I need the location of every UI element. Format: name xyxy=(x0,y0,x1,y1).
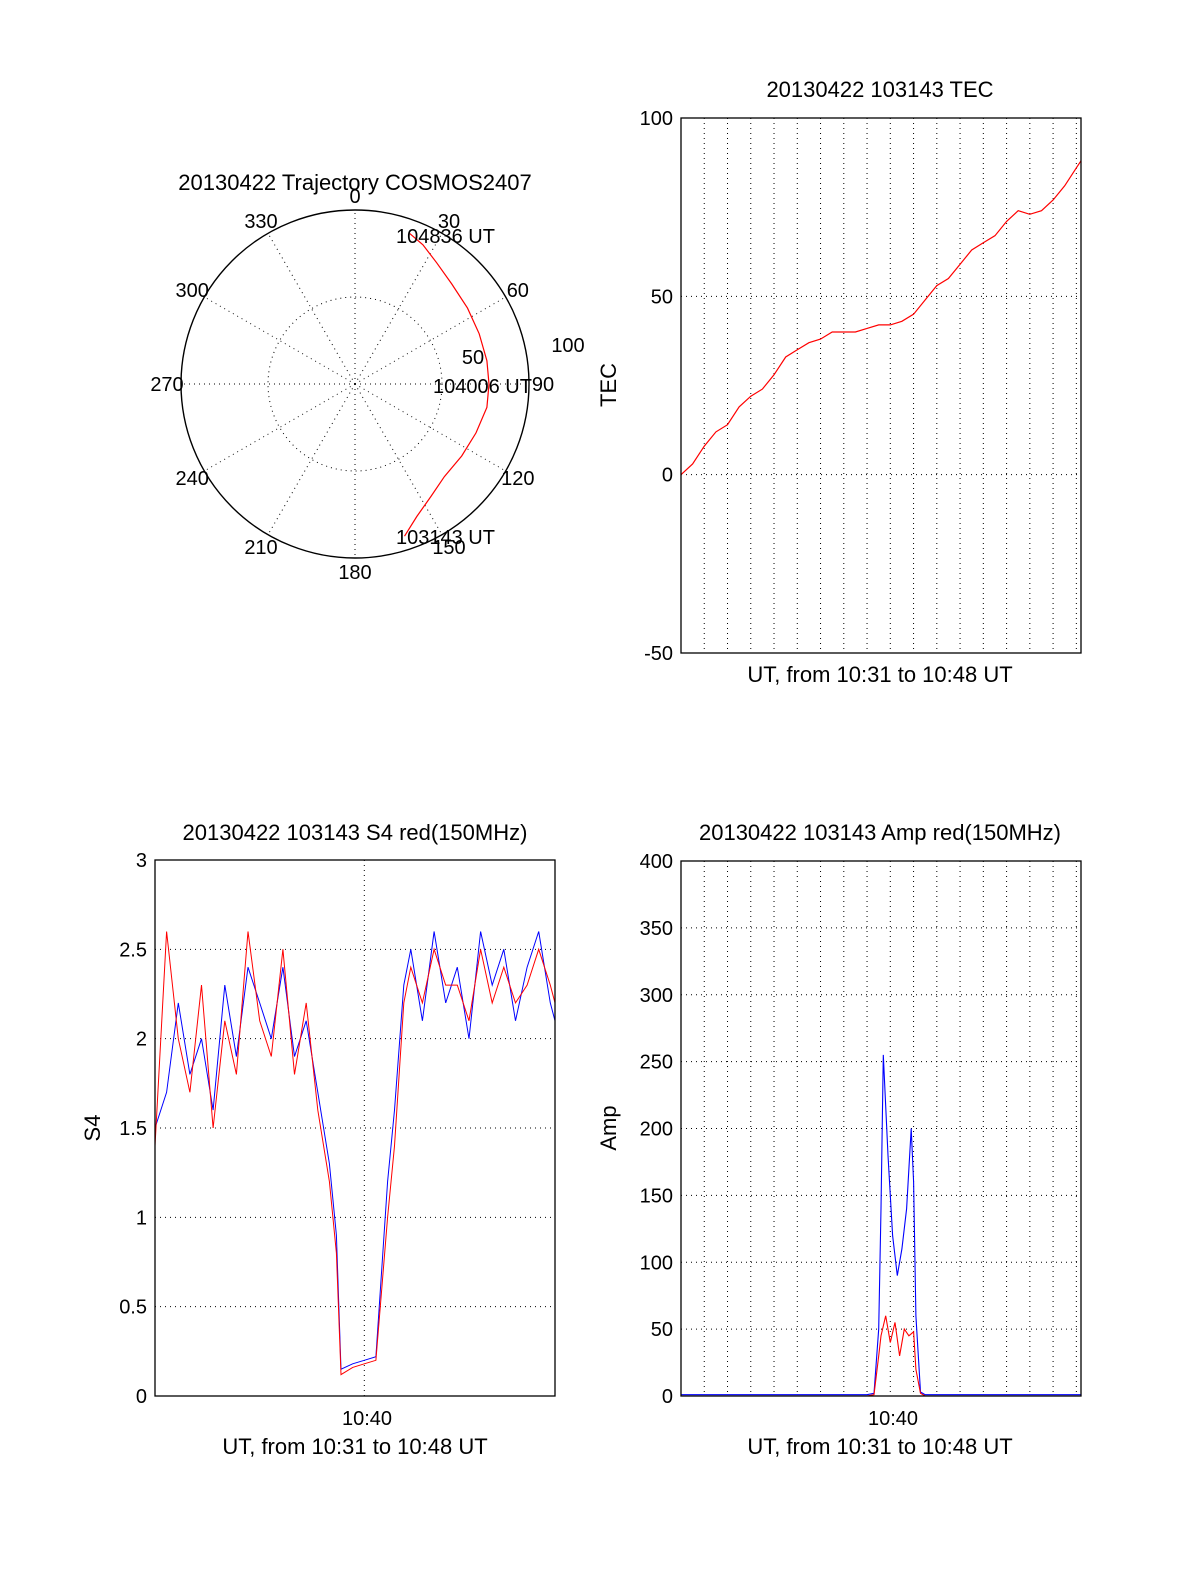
amp-y-tick-label: 0 xyxy=(662,1386,673,1408)
azimuth-gridline xyxy=(354,296,506,385)
azimuth-gridline xyxy=(204,296,356,385)
amp-y-tick-label: 50 xyxy=(651,1319,673,1341)
azimuth-tick-label: 30 xyxy=(438,211,460,233)
s4-y-tick-label: 1.5 xyxy=(119,1118,147,1140)
s4-x-axis-label: UT, from 10:31 to 10:48 UT xyxy=(222,1434,487,1459)
amp-panel: 20130422 103143 Amp red(150MHz) 0 50 100 15… xyxy=(596,820,1082,1459)
s4-x-tick-label: 10:40 xyxy=(342,1408,392,1430)
amp-y-tick-labels: 0 50 100 150 200 250 300 350 400 xyxy=(640,851,673,1408)
tec-y-tick-label: 100 xyxy=(640,108,673,130)
s4-y-tick-label: 2.5 xyxy=(119,939,147,961)
trajectory-title: 20130422 Trajectory COSMOS2407 xyxy=(178,170,531,195)
azimuth-gridline xyxy=(354,233,443,385)
amp-y-tick-label: 100 xyxy=(640,1252,673,1274)
s4-y-tick-label: 1 xyxy=(136,1207,147,1229)
radial-tick-label: 100 xyxy=(551,335,584,357)
azimuth-tick-label: 240 xyxy=(175,468,208,490)
amp-plot-frame xyxy=(680,860,1082,1397)
tec-series-line xyxy=(680,160,1082,476)
s4-panel: 20130422 103143 S4 red(150MHz) 0 0.5 1 1.5 2… xyxy=(80,820,556,1459)
amp-y-tick-label: 350 xyxy=(640,918,673,940)
s4-series-red xyxy=(154,931,556,1376)
tec-y-tick-label: 0 xyxy=(662,465,673,487)
amp-y-tick-label: 200 xyxy=(640,1119,673,1141)
azimuth-tick-label: 180 xyxy=(338,562,371,584)
s4-y-tick-label: 0.5 xyxy=(119,1297,147,1319)
azimuth-tick-label: 330 xyxy=(244,211,277,233)
azimuth-tick-label: 270 xyxy=(150,374,183,396)
tec-grid xyxy=(681,117,1081,654)
azimuth-gridline xyxy=(354,383,506,472)
tec-y-tick-labels: -50 0 50 100 xyxy=(640,108,673,665)
s4-plot-frame xyxy=(154,859,556,1397)
amp-x-tick-label: 10:40 xyxy=(868,1408,918,1430)
amp-y-tick-label: 250 xyxy=(640,1052,673,1074)
tec-plot-frame xyxy=(680,117,1082,654)
tec-panel: 20130422 103143 TEC -50 0 50 100 UT, from 1… xyxy=(596,77,1082,687)
trajectory-inner-circle xyxy=(267,296,443,472)
amp-title: 20130422 103143 Amp red(150MHz) xyxy=(699,820,1061,845)
trajectory-annotation-mid: 104006 UT xyxy=(433,376,532,398)
trajectory-annotation-start: 103143 UT xyxy=(396,527,495,549)
azimuth-tick-label: 60 xyxy=(507,280,529,302)
s4-y-tick-label: 0 xyxy=(136,1386,147,1408)
azimuth-gridline xyxy=(204,383,356,472)
trajectory-annotation-end: 104836 UT xyxy=(396,226,495,248)
amp-y-tick-label: 400 xyxy=(640,851,673,873)
trajectory-track xyxy=(403,233,490,537)
azimuth-tick-label: 90 xyxy=(532,374,554,396)
s4-grid xyxy=(155,859,555,1397)
azimuth-tick-label: 210 xyxy=(244,537,277,559)
azimuth-gridline xyxy=(354,383,443,535)
trajectory-outer-circle xyxy=(180,209,530,559)
tec-title: 20130422 103143 TEC xyxy=(766,77,993,102)
tec-y-axis-label: TEC xyxy=(596,363,621,407)
trajectory-panel: 20130422 Trajectory COSMOS2407 0 30 60 90 12… xyxy=(150,170,584,584)
tec-y-tick-label: -50 xyxy=(644,643,673,665)
azimuth-gridline xyxy=(267,383,356,535)
azimuth-gridline xyxy=(267,233,356,385)
azimuth-tick-label: 300 xyxy=(175,280,208,302)
amp-y-axis-label: Amp xyxy=(596,1105,621,1150)
trajectory-grid xyxy=(181,210,529,558)
s4-y-axis-label: S4 xyxy=(80,1115,105,1142)
tec-y-tick-label: 50 xyxy=(651,286,673,308)
amp-series-red xyxy=(681,1315,1081,1397)
s4-y-tick-label: 3 xyxy=(136,850,147,872)
amp-grid xyxy=(681,860,1081,1397)
s4-series-blue xyxy=(154,931,556,1370)
azimuth-tick-label: 150 xyxy=(432,537,465,559)
azimuth-tick-labels: 0 30 60 90 120 150 180 210 240 270 300 330 xyxy=(150,186,554,584)
amp-series-blue xyxy=(681,1054,1081,1396)
tec-x-axis-label: UT, from 10:31 to 10:48 UT xyxy=(747,662,1012,687)
s4-y-tick-labels: 0 0.5 1 1.5 2 2.5 3 xyxy=(119,850,147,1408)
radial-tick-label: 50 xyxy=(462,347,484,369)
s4-title: 20130422 103143 S4 red(150MHz) xyxy=(183,820,528,845)
azimuth-tick-label: 120 xyxy=(501,468,534,490)
azimuth-tick-label: 0 xyxy=(349,186,360,208)
s4-y-tick-label: 2 xyxy=(136,1029,147,1051)
amp-y-tick-label: 150 xyxy=(640,1185,673,1207)
amp-y-tick-label: 300 xyxy=(640,985,673,1007)
amp-x-axis-label: UT, from 10:31 to 10:48 UT xyxy=(747,1434,1012,1459)
